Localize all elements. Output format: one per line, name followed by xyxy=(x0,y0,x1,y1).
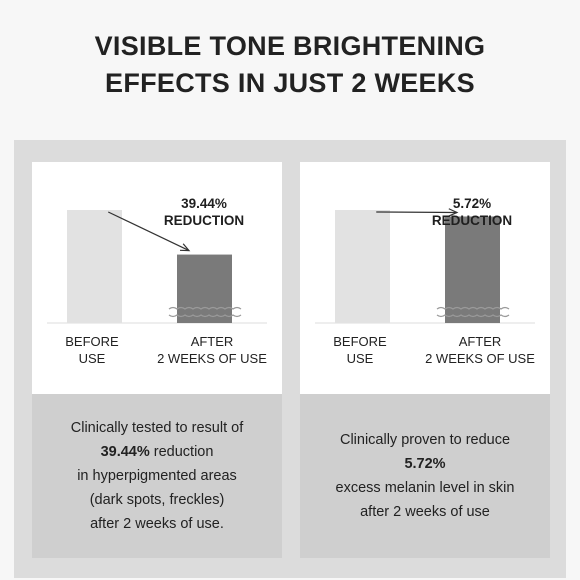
bar-chart: 39.44% REDUCTION xyxy=(47,196,267,324)
x-label-after: AFTER 2 WEEKS OF USE xyxy=(425,334,535,366)
arrow-head xyxy=(448,208,459,217)
chart-box: 5.72% REDUCTION BEFORE USE AFTER 2 WEEKS … xyxy=(300,162,550,394)
arrow-head xyxy=(179,243,191,252)
wave-line xyxy=(168,314,242,318)
description-box: Clinically proven to reduce 5.72% excess… xyxy=(300,394,550,558)
description-line: Clinically tested to result of xyxy=(70,420,244,436)
reduction-label: REDUCTION xyxy=(164,213,244,228)
title-line-2: EFFECTS IN JUST 2 WEEKS xyxy=(105,68,475,98)
bar-before xyxy=(67,210,122,323)
title-line-1: VISIBLE TONE BRIGHTENING xyxy=(94,31,486,61)
highlight-value: 39.44% xyxy=(100,444,150,460)
description-line: after 2 weeks of use xyxy=(360,504,490,520)
description-line: in hyperpigmented areas xyxy=(77,468,237,484)
bar-before xyxy=(335,210,390,323)
reduction-value: 39.44% xyxy=(181,196,227,211)
reduction-label: REDUCTION xyxy=(432,213,512,228)
bar-chart: 5.72% REDUCTION xyxy=(315,196,535,324)
description-line: 39.44% reduction xyxy=(100,444,214,460)
x-label-before: BEFORE USE xyxy=(65,334,119,366)
page-title: VISIBLE TONE BRIGHTENING EFFECTS IN JUST… xyxy=(0,28,580,102)
x-label-before: BEFORE USE xyxy=(333,334,387,366)
reduction-value: 5.72% xyxy=(453,196,491,211)
description-line: excess melanin level in skin xyxy=(335,480,515,496)
comparison-panel-right: 5.72% REDUCTION BEFORE USE AFTER 2 WEEKS … xyxy=(300,162,550,558)
chart-box: 39.44% REDUCTION BEFORE USE AFTER 2 WEEKS… xyxy=(32,162,282,394)
bar-after xyxy=(177,254,232,323)
description-line: Clinically proven to reduce xyxy=(339,432,511,448)
bar-after xyxy=(445,216,500,323)
comparison-panel-left: 39.44% REDUCTION BEFORE USE AFTER 2 WEEKS… xyxy=(32,162,282,558)
wave-line xyxy=(436,306,510,310)
wave-line xyxy=(436,314,510,318)
x-label-after: AFTER 2 WEEKS OF USE xyxy=(157,334,267,366)
description-box: Clinically tested to result of 39.44% re… xyxy=(32,394,282,558)
wave-line xyxy=(168,306,242,310)
reduction-arrow xyxy=(107,211,190,252)
highlight-value: 5.72% xyxy=(404,456,446,472)
description-line: (dark spots, freckles) xyxy=(89,492,225,508)
description-line: after 2 weeks of use. xyxy=(90,516,224,532)
